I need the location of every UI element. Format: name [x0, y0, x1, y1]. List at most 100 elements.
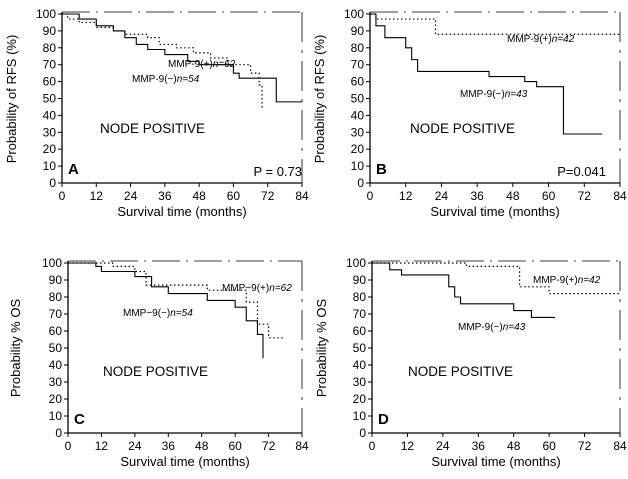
y-tick-label: 90 — [49, 273, 63, 287]
x-axis-label: Survival time (months) — [117, 204, 246, 219]
x-tick-label: 12 — [399, 189, 413, 203]
panel-label: A — [68, 161, 79, 178]
y-tick-label: 40 — [351, 108, 365, 122]
series-mmp9-positive-curve — [68, 262, 286, 339]
x-tick-label: 0 — [369, 439, 376, 453]
x-tick-label: 12 — [95, 439, 109, 453]
node-positive-annotation: NODE POSITIVE — [100, 121, 205, 136]
x-tick-label: 12 — [90, 189, 104, 203]
series-label: MMP-9(+)n=42 — [507, 34, 575, 45]
y-tick-label: 0 — [357, 176, 364, 190]
series-label-n: n=62 — [213, 59, 236, 70]
x-tick-label: 36 — [158, 189, 172, 203]
panel-a: 0 10 20 30 40 50 60 70 80 90 100 0 12 24 36 48 60 72 84 Sur… — [4, 7, 309, 219]
y-tick-label: 100 — [344, 7, 364, 21]
y-axis-label: Probability of RFS (%) — [312, 35, 327, 164]
series-label-text: MMP−9(−) — [123, 308, 170, 319]
x-tick-label: 24 — [436, 439, 450, 453]
series-label-n: n=43 — [505, 89, 528, 100]
y-tick-label: 30 — [351, 125, 365, 139]
x-tick-label: 36 — [470, 189, 484, 203]
y-axis-label: Probability % OS — [8, 299, 23, 398]
x-tick-label: 24 — [435, 189, 449, 203]
x-tick-label: 36 — [162, 439, 176, 453]
y-tick-label: 10 — [351, 159, 365, 173]
x-tick-label: 48 — [506, 189, 520, 203]
y-tick-label: 80 — [49, 290, 63, 304]
series-label-text: MMP-9(+) — [533, 275, 578, 286]
y-tick-label: 90 — [353, 273, 367, 287]
y-tick-label: 30 — [43, 125, 57, 139]
series-label: MMP−9(−)n=54 — [123, 308, 193, 319]
y-tick-label: 0 — [49, 176, 56, 190]
x-tick-label: 72 — [262, 439, 276, 453]
y-tick-label: 100 — [36, 7, 56, 21]
series-label: MMP-9(−)n=43 — [458, 322, 526, 333]
y-tick-label: 0 — [55, 426, 62, 440]
y-axis-label: Probability of RFS (%) — [4, 35, 19, 164]
panel-label: C — [74, 411, 85, 428]
x-axis-label: Survival time (months) — [120, 454, 249, 469]
x-tick-label: 72 — [578, 439, 592, 453]
y-tick-label: 20 — [353, 392, 367, 406]
series-mmp9-negative-curve — [62, 13, 302, 103]
x-tick-label: 24 — [128, 439, 142, 453]
x-tick-label: 48 — [192, 189, 206, 203]
y-tick-label: 10 — [353, 409, 367, 423]
x-tick-label: 12 — [401, 439, 415, 453]
series-label-text: MMP-9(−) — [458, 322, 503, 333]
y-tick-label: 70 — [43, 58, 57, 72]
series-label: MMP-9(−)n=43 — [460, 89, 528, 100]
y-tick-label: 30 — [353, 375, 367, 389]
y-tick-label: 50 — [353, 341, 367, 355]
node-positive-annotation: NODE POSITIVE — [410, 121, 515, 136]
panel-d: 0 10 20 30 40 50 60 70 80 90 100 0 12 24 36 48 60 72 84 Sur… — [314, 256, 627, 469]
y-tick-label: 60 — [353, 324, 367, 338]
y-tick-label: 20 — [49, 392, 63, 406]
series-label-text: MMP-9(+) — [507, 34, 552, 45]
x-tick-label: 84 — [295, 439, 309, 453]
series-label-text: MMP-9(+) — [168, 59, 213, 70]
y-tick-label: 60 — [351, 75, 365, 89]
y-tick-label: 70 — [351, 58, 365, 72]
y-tick-label: 50 — [43, 92, 57, 106]
p-value: P=0.041 — [557, 164, 606, 179]
panel-label: B — [376, 161, 387, 178]
y-tick-label: 20 — [43, 142, 57, 156]
series-label-text: MMP-9(−) — [460, 89, 505, 100]
x-tick-label: 48 — [507, 439, 521, 453]
x-axis-label: Survival time (months) — [431, 454, 560, 469]
series-label: MMP-9(−)n=54 — [132, 74, 200, 85]
series-mmp9-positive-curve — [372, 262, 620, 295]
x-tick-label: 84 — [613, 439, 627, 453]
series-mmp9-positive-curve — [62, 13, 263, 109]
y-tick-label: 90 — [351, 24, 365, 38]
series-mmp9-negative-curve — [372, 262, 556, 318]
x-tick-label: 60 — [228, 439, 242, 453]
y-tick-label: 60 — [43, 75, 57, 89]
series-mmp9-positive-curve — [370, 13, 620, 35]
series-label-n: n=42 — [578, 275, 601, 286]
p-value: P = 0.73 — [253, 164, 302, 179]
series-label-text: MMP−9(+) — [222, 283, 269, 294]
y-tick-label: 90 — [43, 24, 57, 38]
y-tick-label: 30 — [49, 375, 63, 389]
x-tick-label: 0 — [367, 189, 374, 203]
series-label-n: n=54 — [170, 308, 193, 319]
x-tick-label: 48 — [195, 439, 209, 453]
series-label-text: MMP-9(−) — [132, 74, 177, 85]
y-tick-label: 0 — [359, 426, 366, 440]
x-tick-label: 84 — [613, 189, 627, 203]
panel-b: 0 10 20 30 40 50 60 70 80 90 100 0 12 24 36 48 60 72 84 Sur… — [312, 7, 627, 219]
y-tick-label: 70 — [353, 307, 367, 321]
y-tick-label: 50 — [351, 92, 365, 106]
series-label: MMP−9(+)n=62 — [222, 283, 292, 294]
y-tick-label: 10 — [43, 159, 57, 173]
series-label-n: n=43 — [503, 322, 526, 333]
x-tick-label: 72 — [261, 189, 275, 203]
y-tick-label: 80 — [351, 41, 365, 55]
y-tick-label: 40 — [49, 358, 63, 372]
node-positive-annotation: NODE POSITIVE — [103, 364, 208, 379]
series-label: MMP-9(+)n=62 — [168, 59, 236, 70]
